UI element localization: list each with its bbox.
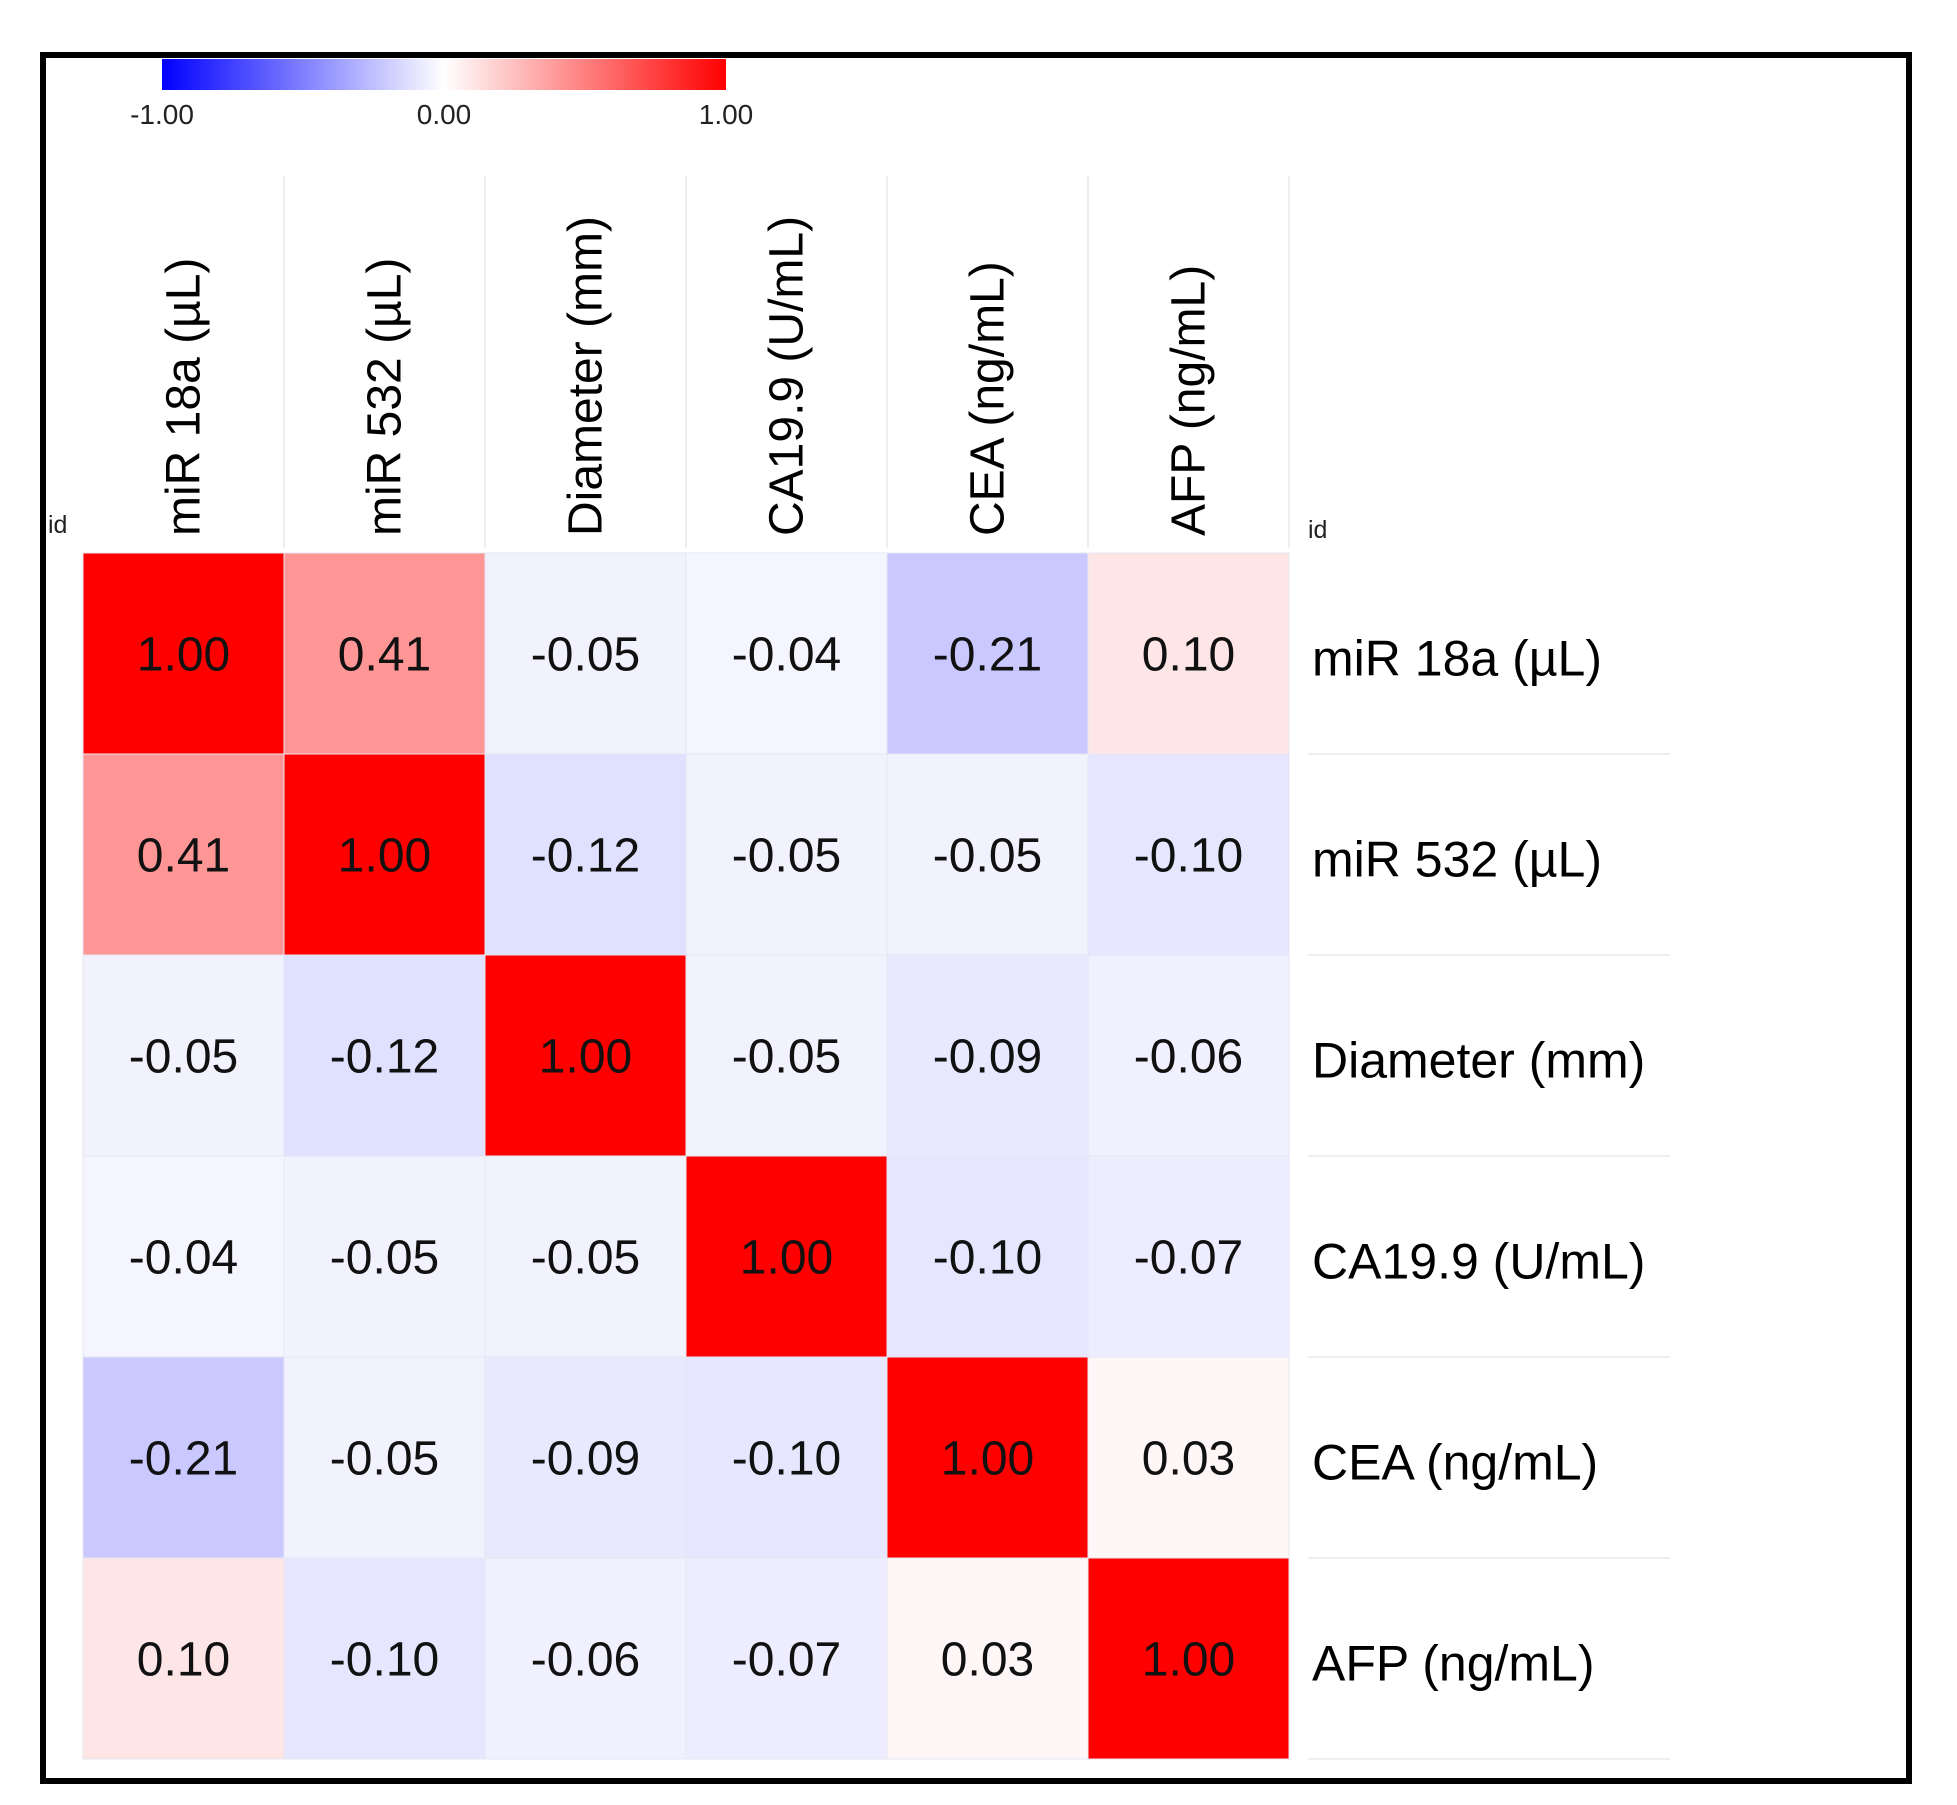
heatmap-cell-value: -0.21 [933,629,1042,682]
color-scale-legend: -1.00 0.00 1.00 [130,59,753,130]
heatmap-cell-value: -0.05 [330,1232,439,1285]
heatmap-cell-value: -0.09 [933,1031,1042,1084]
row-headers: miR 18a (µL) miR 532 (µL) Diameter (mm) CA1… [1308,631,1670,1760]
column-headers: id miR 18a (µL) miR 532 (µL) Diameter (mm) C… [48,176,1327,548]
heatmap-cell [283,1356,486,1559]
heatmap-cell [1087,552,1290,755]
heatmap-cell [685,753,888,956]
heatmap-cells: 1.00 0.41 -0.05 -0.04 -0.21 0.10 0.41 1.00 -0.12… [82,552,1290,1760]
heatmap-cell-value: 1.00 [941,1433,1034,1486]
heatmap-cell [82,552,285,755]
heatmap-cell-value: 1.00 [539,1031,632,1084]
color-scale-tick-label: 0.00 [417,99,472,130]
heatmap-cell-value: -0.05 [330,1433,439,1486]
heatmap-cell [283,954,486,1157]
heatmap-cell [685,552,888,755]
heatmap-cell [886,753,1089,956]
heatmap-cell-value: 1.00 [137,629,230,682]
heatmap-cell [1087,1356,1290,1559]
heatmap-cell-value: -0.10 [732,1433,841,1486]
heatmap-cell [484,1356,687,1559]
heatmap-cell [886,1155,1089,1358]
heatmap-cell [82,954,285,1157]
figure-frame: -1.00 0.00 1.00 id miR 18a (µL) miR 532 (µL)… [40,52,1912,1784]
heatmap-cell-value: -0.06 [1134,1031,1243,1084]
heatmap-cell [82,1155,285,1358]
heatmap-cell-value: -0.09 [531,1433,640,1486]
heatmap-cell-value: 0.41 [338,629,431,682]
column-header-diameter-mm: Diameter (mm) [560,216,613,536]
heatmap-cell-value: 1.00 [1142,1634,1235,1687]
heatmap-cell-value: -0.12 [330,1031,439,1084]
heatmap-cell-value: 0.10 [137,1634,230,1687]
row-header-diameter-mm: Diameter (mm) [1312,1033,1645,1089]
heatmap-cell [82,1557,285,1760]
heatmap-cell [1087,954,1290,1157]
heatmap-cell [82,753,285,956]
heatmap-cell-value: -0.04 [129,1232,238,1285]
heatmap-cell-value: -0.06 [531,1634,640,1687]
color-scale-tick-label: 1.00 [699,99,754,130]
row-header-ca19-9-u-ml: CA19.9 (U/mL) [1312,1234,1645,1290]
heatmap-cell-value: 1.00 [338,830,431,883]
corner-label-right: id [1308,516,1327,544]
heatmap-cell [484,552,687,755]
row-header-mir-532-l: miR 532 (µL) [1312,832,1602,888]
color-scale-bar [162,59,726,90]
heatmap-cell [886,1557,1089,1760]
heatmap-cell [1087,1557,1290,1760]
heatmap-cell-value: -0.05 [732,1031,841,1084]
column-header-cea-ng-ml: CEA (ng/mL) [962,261,1015,536]
heatmap-cell-value: -0.10 [933,1232,1042,1285]
heatmap-cell [82,1356,285,1559]
row-header-mir-18a-l: miR 18a (µL) [1312,631,1602,687]
heatmap-cell [484,1557,687,1760]
heatmap-cell-value: -0.05 [531,1232,640,1285]
column-header-mir-532-l: miR 532 (µL) [359,258,412,536]
heatmap-cell [886,552,1089,755]
heatmap-cell [484,1155,687,1358]
heatmap-cell-value: -0.21 [129,1433,238,1486]
heatmap-cell-value: 0.41 [137,830,230,883]
heatmap-cell [886,954,1089,1157]
color-scale-tick-label: -1.00 [130,99,194,130]
heatmap-cell-value: -0.12 [531,830,640,883]
heatmap-cell-value: 0.10 [1142,629,1235,682]
row-header-cea-ng-ml: CEA (ng/mL) [1312,1435,1598,1491]
column-header-mir-18a-l: miR 18a (µL) [158,258,211,536]
heatmap-cell [886,1356,1089,1559]
heatmap-cell-value: -0.07 [1134,1232,1243,1285]
column-header-ca19-9-u-ml: CA19.9 (U/mL) [761,216,814,536]
heatmap-cell-value: 0.03 [1142,1433,1235,1486]
correlation-heatmap: -1.00 0.00 1.00 id miR 18a (µL) miR 532 (µL)… [48,59,1670,1760]
heatmap-cell [685,1557,888,1760]
heatmap-cell-value: 1.00 [740,1232,833,1285]
column-header-afp-ng-ml: AFP (ng/mL) [1163,265,1216,536]
heatmap-cell-value: -0.04 [732,629,841,682]
heatmap-cell [685,1155,888,1358]
heatmap-cell [685,1356,888,1559]
row-header-afp-ng-ml: AFP (ng/mL) [1312,1636,1595,1692]
heatmap-cell [283,1557,486,1760]
heatmap-cell-value: -0.05 [129,1031,238,1084]
heatmap-cell [1087,1155,1290,1358]
heatmap-cell-value: -0.10 [1134,830,1243,883]
heatmap-cell-value: -0.10 [330,1634,439,1687]
heatmap-cell-value: -0.05 [732,830,841,883]
heatmap-cell-value: -0.05 [531,629,640,682]
heatmap-cell [1087,753,1290,956]
heatmap-cell-value: 0.03 [941,1634,1034,1687]
heatmap-cell [283,1155,486,1358]
corner-label-left: id [48,511,67,539]
heatmap-cell-value: -0.07 [732,1634,841,1687]
heatmap-cell-value: -0.05 [933,830,1042,883]
heatmap-cell [283,753,486,956]
